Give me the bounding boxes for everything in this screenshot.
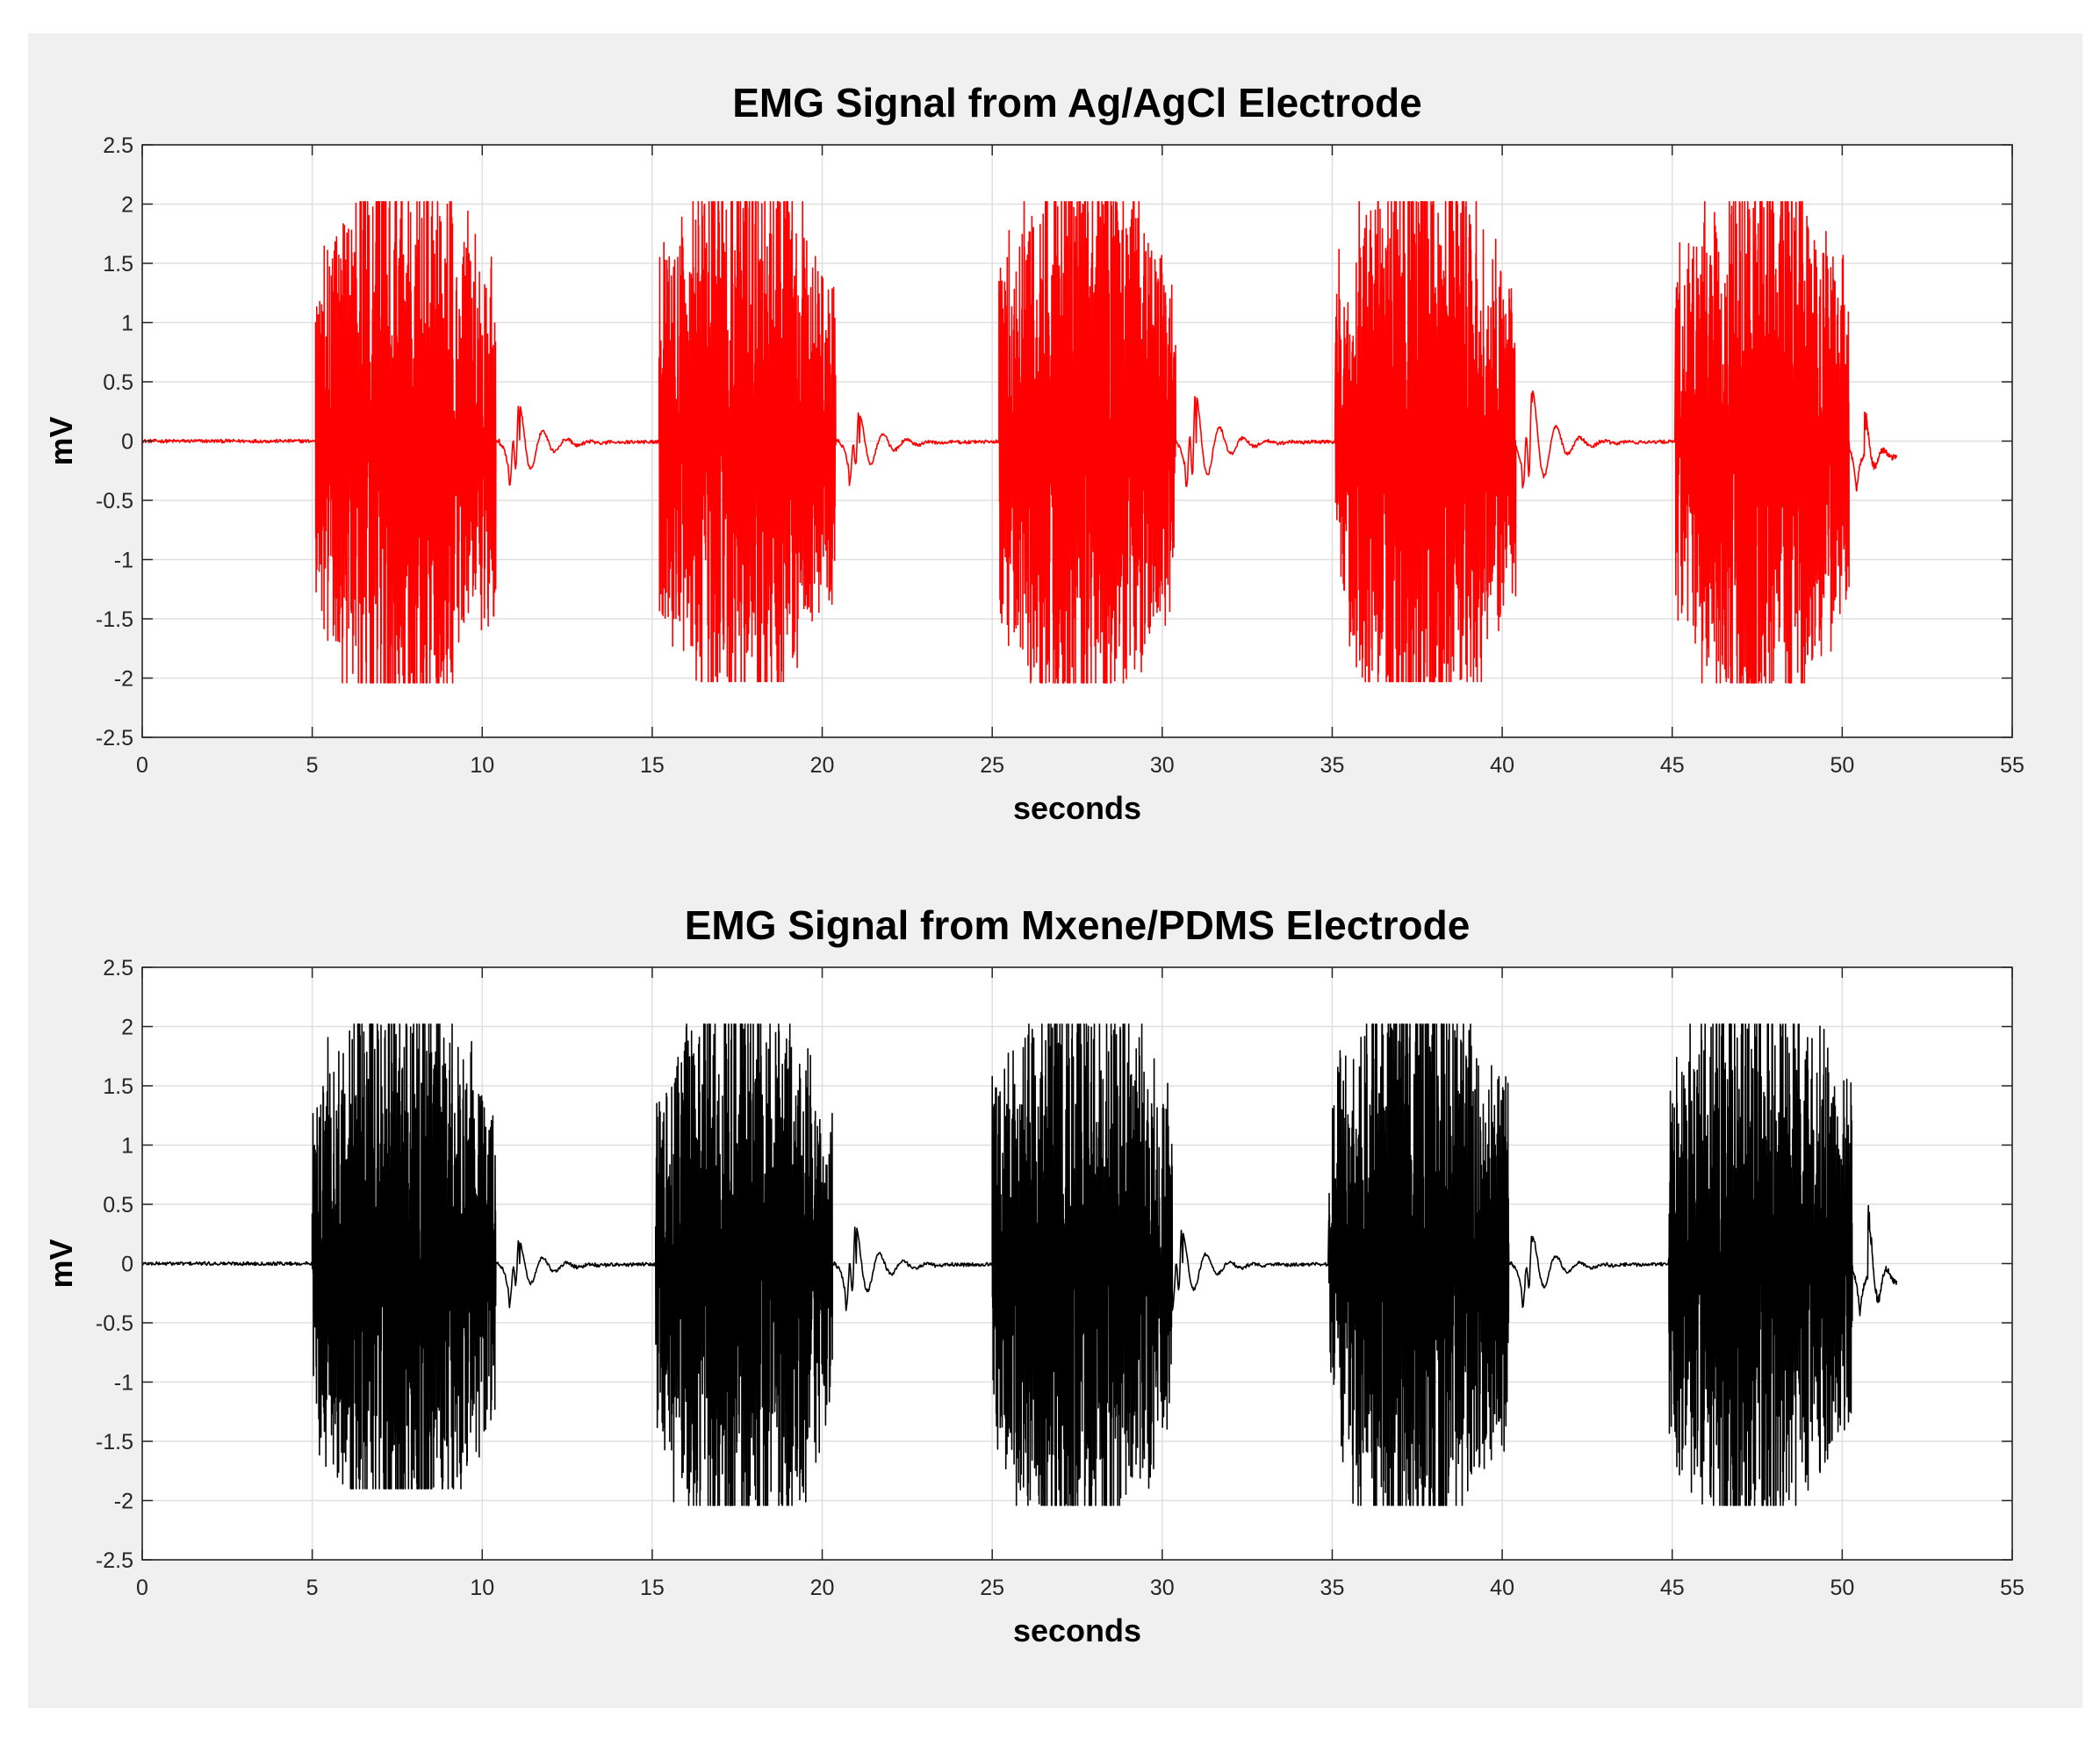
x-tick-label: 40 — [1490, 1576, 1514, 1600]
x-tick-label: 20 — [810, 753, 835, 778]
x-tick-label: 0 — [136, 753, 148, 778]
x-tick-label: 35 — [1320, 1576, 1345, 1600]
y-tick-label: -2.5 — [96, 726, 133, 750]
x-tick-label: 35 — [1320, 753, 1345, 778]
emg-signal-line — [141, 1023, 1898, 1506]
y-tick-label: 1 — [121, 312, 133, 336]
x-tick-label: 5 — [306, 753, 319, 778]
x-tick-label: 55 — [2000, 753, 2024, 778]
y-axis-label: mV — [43, 1239, 79, 1288]
x-tick-label: 50 — [1830, 753, 1854, 778]
x-tick-label: 0 — [136, 1576, 148, 1600]
y-tick-label: 1 — [121, 1134, 133, 1159]
y-tick-label: -0.5 — [96, 1311, 133, 1336]
y-tick-label: -1.5 — [96, 1430, 133, 1454]
plot-title: EMG Signal from Ag/AgCl Electrode — [732, 80, 1421, 126]
y-tick-label: -2.5 — [96, 1548, 133, 1573]
emg-signal-line — [141, 201, 1898, 684]
y-tick-label: -2 — [114, 1490, 133, 1514]
emg-plot-ag-agcl: EMG Signal from Ag/AgCl Electrode second… — [28, 33, 2082, 850]
y-tick-label: 0 — [121, 430, 133, 455]
x-tick-label: 10 — [470, 1576, 494, 1600]
x-axis-label: seconds — [1013, 1612, 1141, 1648]
y-tick-label: -1 — [114, 1371, 133, 1396]
y-tick-label: 0.5 — [103, 370, 133, 395]
y-tick-label: -0.5 — [96, 489, 133, 514]
x-tick-label: 10 — [470, 753, 494, 778]
x-tick-label: 40 — [1490, 753, 1514, 778]
x-tick-label: 45 — [1660, 1576, 1685, 1600]
y-tick-label: 0.5 — [103, 1193, 133, 1217]
y-tick-label: 0 — [121, 1253, 133, 1277]
x-tick-label: 25 — [980, 1576, 1004, 1600]
x-tick-label: 50 — [1830, 1576, 1854, 1600]
y-tick-label: 1.5 — [103, 1074, 133, 1099]
plot-title: EMG Signal from Mxene/PDMS Electrode — [685, 902, 1471, 948]
y-tick-label: 2 — [121, 1016, 133, 1040]
plot-mxene-pdms-svg: EMG Signal from Mxene/PDMS Electrode sec… — [43, 902, 2024, 1648]
y-tick-label: -1.5 — [96, 607, 133, 632]
x-tick-label: 20 — [810, 1576, 835, 1600]
y-tick-label: -1 — [114, 549, 133, 573]
y-tick-label: 1.5 — [103, 252, 133, 276]
emg-plot-mxene-pdms: EMG Signal from Mxene/PDMS Electrode sec… — [28, 856, 2082, 1672]
x-tick-label: 30 — [1150, 1576, 1175, 1600]
x-tick-label: 55 — [2000, 1576, 2024, 1600]
y-tick-label: -2 — [114, 667, 133, 692]
x-tick-label: 25 — [980, 753, 1004, 778]
y-tick-label: 2 — [121, 193, 133, 218]
x-tick-label: 30 — [1150, 753, 1175, 778]
x-tick-label: 15 — [640, 753, 665, 778]
x-tick-label: 15 — [640, 1576, 665, 1600]
x-tick-label: 45 — [1660, 753, 1685, 778]
y-tick-label: 2.5 — [103, 956, 133, 980]
y-axis-label: mV — [43, 416, 79, 465]
y-tick-label: 2.5 — [103, 133, 133, 158]
plot-ag-agcl-svg: EMG Signal from Ag/AgCl Electrode second… — [43, 80, 2024, 826]
x-axis-label: seconds — [1013, 790, 1141, 826]
x-tick-label: 5 — [306, 1576, 319, 1600]
figure-panel: EMG Signal from Ag/AgCl Electrode second… — [28, 33, 2082, 1708]
